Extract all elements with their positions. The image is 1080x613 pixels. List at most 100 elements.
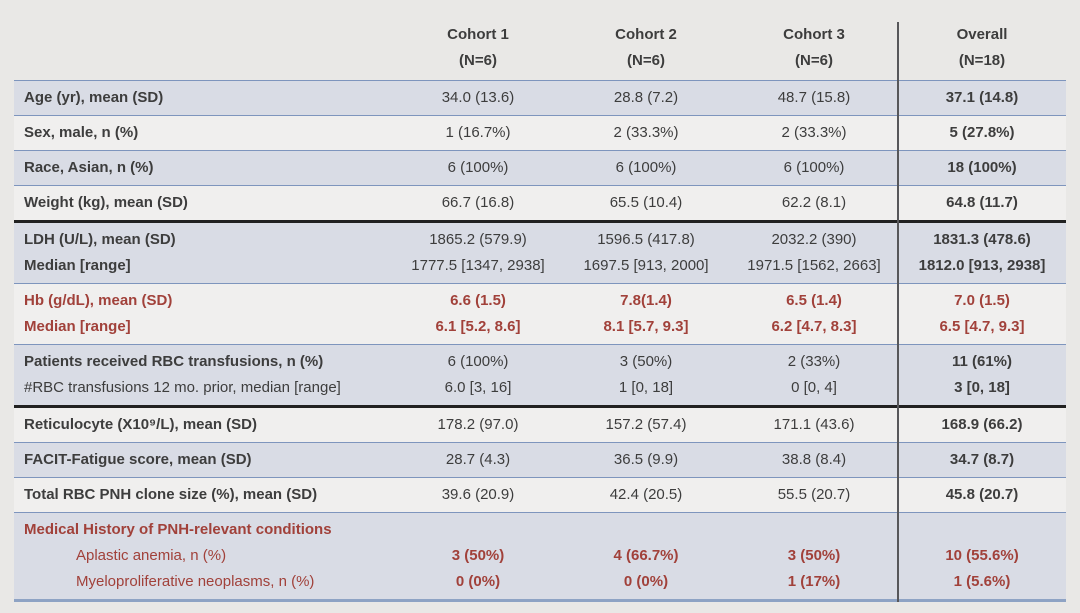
cohort-2-cell: 3 (50%) 1 [0, 18] <box>562 345 730 405</box>
overall-cell: 5 (27.8%) <box>898 116 1066 150</box>
cell-value: 6.1 [5.2, 8.6] <box>435 318 521 335</box>
cell-value: 6.5 [4.7, 9.3] <box>939 318 1025 335</box>
cohort-2-cell: 42.4 (20.5) <box>562 478 730 512</box>
table-row: Hb (g/dL), mean (SD) Median [range] 6.6 (1… <box>14 283 1066 344</box>
cohort-3-cell: 2 (33.3%) <box>730 116 898 150</box>
cohort-1-cell: 178.2 (97.0) <box>394 408 562 442</box>
column-title: Cohort 2 <box>615 26 677 43</box>
cell-value: 4 (66.7%) <box>613 547 679 564</box>
cell-value: 5 (27.8%) <box>949 124 1015 141</box>
column-title: Overall <box>956 26 1008 43</box>
cohort-2-cell: 36.5 (9.9) <box>562 443 730 477</box>
cell-value: 18 (100%) <box>947 159 1017 176</box>
table-body: Age (yr), mean (SD) 34.0 (13.6) 28.8 (7.2)… <box>14 80 1066 602</box>
cell-value: 65.5 (10.4) <box>609 194 683 211</box>
cell-value: 0 (0%) <box>455 573 501 590</box>
cell-value <box>730 517 898 543</box>
overall-cell: 18 (100%) <box>898 151 1066 185</box>
cohort-2-cell: 65.5 (10.4) <box>562 186 730 220</box>
cohort-3-cell: 62.2 (8.1) <box>730 186 898 220</box>
table-row: Total RBC PNH clone size (%), mean (SD) 3… <box>14 477 1066 512</box>
overall-cell: 168.9 (66.2) <box>898 408 1066 442</box>
cell-value: 3 (50%) <box>787 547 841 564</box>
cell-value: 28.7 (4.3) <box>445 451 511 468</box>
table-row: Race, Asian, n (%) 6 (100%) 6 (100%) 6 (100… <box>14 150 1066 185</box>
cohort-2-cell: 28.8 (7.2) <box>562 81 730 115</box>
cell-value: 55.5 (20.7) <box>777 486 851 503</box>
cell-value: 34.0 (13.6) <box>441 89 515 106</box>
cell-value: 37.1 (14.8) <box>945 89 1019 106</box>
cohort-1-cell: 66.7 (16.8) <box>394 186 562 220</box>
overall-cell: 7.0 (1.5) 6.5 [4.7, 9.3] <box>898 284 1066 344</box>
overall-cell: 64.8 (11.7) <box>898 186 1066 220</box>
row-label-line: Reticulocyte (X10⁹/L), mean (SD) <box>24 416 258 433</box>
row-label-line: Myeloproliferative neoplasms, n (%) <box>76 573 315 590</box>
row-label: Medical History of PNH-relevant conditio… <box>14 513 394 599</box>
cell-value: 6 (100%) <box>447 353 509 370</box>
overall-cell: 10 (55.6%) 1 (5.6%) <box>898 513 1066 599</box>
row-label: Hb (g/dL), mean (SD) Median [range] <box>14 284 394 344</box>
overall-cell: 1831.3 (478.6) 1812.0 [913, 2938] <box>898 223 1066 283</box>
cell-value: 36.5 (9.9) <box>613 451 679 468</box>
cohort-1-cell: 34.0 (13.6) <box>394 81 562 115</box>
cell-value: 6 (100%) <box>783 159 845 176</box>
table-row: Age (yr), mean (SD) 34.0 (13.6) 28.8 (7.2)… <box>14 80 1066 115</box>
cell-value: 62.2 (8.1) <box>781 194 847 211</box>
cell-value: 6.2 [4.7, 8.3] <box>771 318 857 335</box>
cell-value: 2 (33.3%) <box>613 124 679 141</box>
cell-value: 28.8 (7.2) <box>613 89 679 106</box>
cell-value: 6.5 (1.4) <box>786 292 842 309</box>
header-empty-cell <box>14 18 394 78</box>
column-n: (N=18) <box>958 52 1006 69</box>
cell-value: 2032.2 (390) <box>771 231 857 248</box>
row-label: Race, Asian, n (%) <box>14 151 394 185</box>
cell-value: 45.8 (20.7) <box>945 486 1019 503</box>
header-cohort-3: Cohort 3 (N=6) <box>730 18 898 78</box>
cell-value: 1812.0 [913, 2938] <box>918 257 1046 274</box>
row-label-line: Weight (kg), mean (SD) <box>24 194 188 211</box>
row-label: Reticulocyte (X10⁹/L), mean (SD) <box>14 408 394 442</box>
column-n: (N=6) <box>795 52 833 69</box>
cohort-3-cell: 3 (50%) 1 (17%) <box>730 513 898 599</box>
column-title: Cohort 1 <box>447 26 509 43</box>
cell-value: 10 (55.6%) <box>945 547 1019 564</box>
cell-value: 66.7 (16.8) <box>441 194 515 211</box>
cohort-2-cell: 2 (33.3%) <box>562 116 730 150</box>
cohort-1-cell: 28.7 (4.3) <box>394 443 562 477</box>
cell-value: 1697.5 [913, 2000] <box>583 257 709 274</box>
overall-divider-line <box>897 22 899 602</box>
cohort-3-cell: 2032.2 (390) 1971.5 [1562, 2663] <box>730 223 898 283</box>
cohort-2-cell: 157.2 (57.4) <box>562 408 730 442</box>
row-label: Patients received RBC transfusions, n (%… <box>14 345 394 405</box>
cell-value: 1777.5 [1347, 2938] <box>411 257 545 274</box>
cohort-1-cell: 3 (50%) 0 (0%) <box>394 513 562 599</box>
cohort-2-cell: 1596.5 (417.8) 1697.5 [913, 2000] <box>562 223 730 283</box>
cell-value: 1831.3 (478.6) <box>933 231 1031 248</box>
cohort-1-cell: 1 (16.7%) <box>394 116 562 150</box>
cell-value: 2 (33.3%) <box>781 124 847 141</box>
cell-value: 64.8 (11.7) <box>946 194 1018 211</box>
cohort-2-cell: 4 (66.7%) 0 (0%) <box>562 513 730 599</box>
cell-value: 1865.2 (579.9) <box>429 231 527 248</box>
row-label: FACIT-Fatigue score, mean (SD) <box>14 443 394 477</box>
cohort-1-cell: 6.6 (1.5) 6.1 [5.2, 8.6] <box>394 284 562 344</box>
overall-cell: 45.8 (20.7) <box>898 478 1066 512</box>
header-cohort-1: Cohort 1 (N=6) <box>394 18 562 78</box>
column-n: (N=6) <box>459 52 497 69</box>
cohort-1-cell: 6 (100%) <box>394 151 562 185</box>
cell-value <box>562 517 730 543</box>
row-label-line: #RBC transfusions 12 mo. prior, median [… <box>24 379 341 396</box>
cohort-3-cell: 2 (33%) 0 [0, 4] <box>730 345 898 405</box>
cell-value: 8.1 [5.7, 9.3] <box>603 318 689 335</box>
table-row: Weight (kg), mean (SD) 66.7 (16.8) 65.5 (1… <box>14 185 1066 220</box>
row-label-line: Hb (g/dL), mean (SD) <box>24 292 173 309</box>
row-label-line: Aplastic anemia, n (%) <box>76 547 227 564</box>
row-label-line: Patients received RBC transfusions, n (%… <box>24 353 324 370</box>
cell-value: 1 [0, 18] <box>618 379 674 396</box>
cohort-3-cell: 48.7 (15.8) <box>730 81 898 115</box>
cell-value: 3 (50%) <box>451 547 505 564</box>
row-label: LDH (U/L), mean (SD) Median [range] <box>14 223 394 283</box>
cohort-3-cell: 6 (100%) <box>730 151 898 185</box>
column-n: (N=6) <box>627 52 665 69</box>
